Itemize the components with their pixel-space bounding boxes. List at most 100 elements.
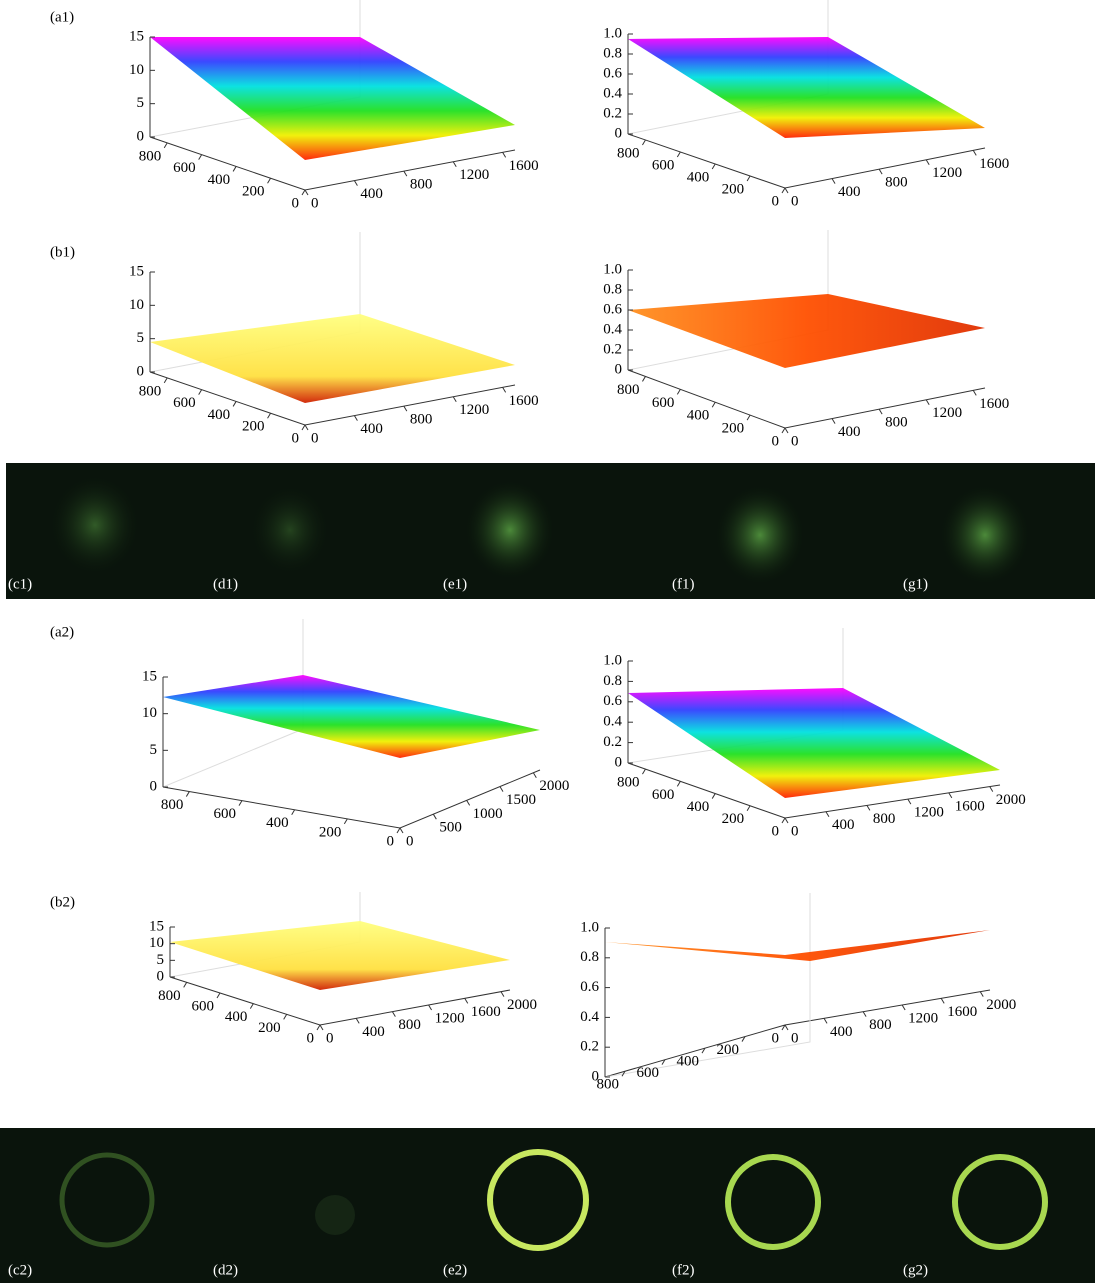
z-tick-label: 5 xyxy=(137,95,145,111)
x-tick xyxy=(291,809,296,816)
panel-label: (b1) xyxy=(50,244,75,260)
y-tick-label: 1600 xyxy=(509,158,539,174)
x-tick xyxy=(198,389,203,395)
x-tick xyxy=(676,151,681,158)
z-tick-label: 0 xyxy=(615,361,623,377)
z-tick-label: 0.2 xyxy=(603,734,622,750)
y-tick-label: 0 xyxy=(791,823,799,839)
y-tick xyxy=(452,396,457,403)
x-tick xyxy=(283,1014,288,1020)
x-tick-label: 600 xyxy=(652,395,675,411)
z-tick-label: 0.2 xyxy=(603,341,622,357)
x-tick-label: 200 xyxy=(722,421,745,437)
y-tick xyxy=(878,168,883,175)
y-tick-label: 1200 xyxy=(459,167,489,183)
y-tick xyxy=(907,798,912,805)
x-tick-label: 800 xyxy=(139,148,162,164)
x-tick xyxy=(676,389,681,395)
z-tick-label: 5 xyxy=(137,330,145,346)
z-tick-label: 0 xyxy=(615,754,623,770)
x-tick-label: 200 xyxy=(722,811,745,827)
y-tick-label: 1200 xyxy=(908,1010,938,1026)
photo-label: (g1) xyxy=(903,576,928,592)
z-tick-label: 1.0 xyxy=(580,919,599,935)
y-tick xyxy=(784,187,789,194)
y-tick-label: 400 xyxy=(830,1024,853,1040)
y-tick-label: 400 xyxy=(362,1024,385,1040)
x-tick-label: 0 xyxy=(307,1030,315,1046)
x-tick-label: 0 xyxy=(772,433,780,449)
y-tick-label: 1600 xyxy=(979,396,1009,412)
x-tick-label: 0 xyxy=(292,195,300,211)
y-tick-label: 500 xyxy=(439,820,462,836)
y-tick xyxy=(784,427,789,434)
z-tick-label: 10 xyxy=(129,62,144,78)
y-tick xyxy=(831,418,836,424)
x-tick-label: 800 xyxy=(158,988,181,1004)
y-tick-label: 1000 xyxy=(473,806,503,822)
y-tick xyxy=(972,150,977,156)
y-tick-label: 800 xyxy=(410,412,433,428)
y-tick xyxy=(499,786,504,792)
y-tick xyxy=(428,1004,433,1011)
x-tick-label: 800 xyxy=(617,382,640,398)
y-tick-label: 1200 xyxy=(932,405,962,421)
x-tick xyxy=(642,139,646,146)
x-tick xyxy=(781,187,786,194)
y-tick xyxy=(972,390,977,396)
z-tick-label: 15 xyxy=(142,668,157,684)
x-tick xyxy=(216,992,221,999)
surface xyxy=(163,675,540,758)
photo-label: (d1) xyxy=(213,576,238,592)
y-tick-label: 1200 xyxy=(435,1010,465,1026)
panel-label: (a2) xyxy=(50,624,74,640)
y-tick-label: 1200 xyxy=(914,805,944,821)
x-tick-label: 0 xyxy=(387,833,395,849)
y-tick xyxy=(825,811,830,817)
y-tick-label: 0 xyxy=(791,193,799,209)
x-tick-label: 400 xyxy=(266,815,289,831)
x-tick-label: 800 xyxy=(597,1077,620,1093)
photo-label: (f1) xyxy=(672,576,695,592)
panel-label: (a1) xyxy=(50,9,74,25)
z-tick-label: 0.4 xyxy=(580,1009,599,1025)
x-tick-label: 0 xyxy=(772,823,780,839)
x-tick xyxy=(711,793,716,799)
y-tick-label: 0 xyxy=(406,833,414,849)
surface xyxy=(605,930,990,961)
z-tick-label: 15 xyxy=(129,263,144,279)
x-tick-label: 0 xyxy=(772,1030,780,1046)
x-tick-label: 600 xyxy=(652,157,675,173)
x-tick-label: 400 xyxy=(208,172,231,188)
photo-label: (g2) xyxy=(903,1262,928,1278)
y-tick-label: 1600 xyxy=(947,1004,977,1020)
photo-label: (d2) xyxy=(213,1262,238,1278)
x-tick-label: 0 xyxy=(772,193,780,209)
x-tick-label: 600 xyxy=(173,160,196,176)
y-tick xyxy=(403,405,408,412)
surface xyxy=(628,294,985,368)
y-tick xyxy=(304,424,309,431)
photo-label: (c2) xyxy=(8,1262,32,1278)
x-tick-label: 600 xyxy=(192,998,215,1014)
y-tick-label: 0 xyxy=(791,1030,799,1046)
y-tick-label: 800 xyxy=(885,175,908,191)
z-tick-label: 0 xyxy=(157,968,165,984)
x-tick-label: 200 xyxy=(242,184,265,200)
z-tick-label: 10 xyxy=(149,935,164,951)
x-tick xyxy=(396,827,401,834)
photo-label: (e2) xyxy=(443,1262,467,1278)
x-tick xyxy=(249,1003,254,1009)
y-tick xyxy=(355,1018,360,1024)
x-tick xyxy=(746,414,751,421)
x-tick-label: 400 xyxy=(687,169,710,185)
x-tick-label: 800 xyxy=(617,775,640,791)
photo-label: (c1) xyxy=(8,576,32,592)
z-tick-label: 0.4 xyxy=(603,714,622,730)
x-tick-label: 800 xyxy=(161,797,184,813)
y-tick xyxy=(925,399,930,406)
y-tick xyxy=(823,1018,828,1024)
z-tick-label: 0 xyxy=(137,128,145,144)
y-tick-label: 0 xyxy=(311,430,319,446)
